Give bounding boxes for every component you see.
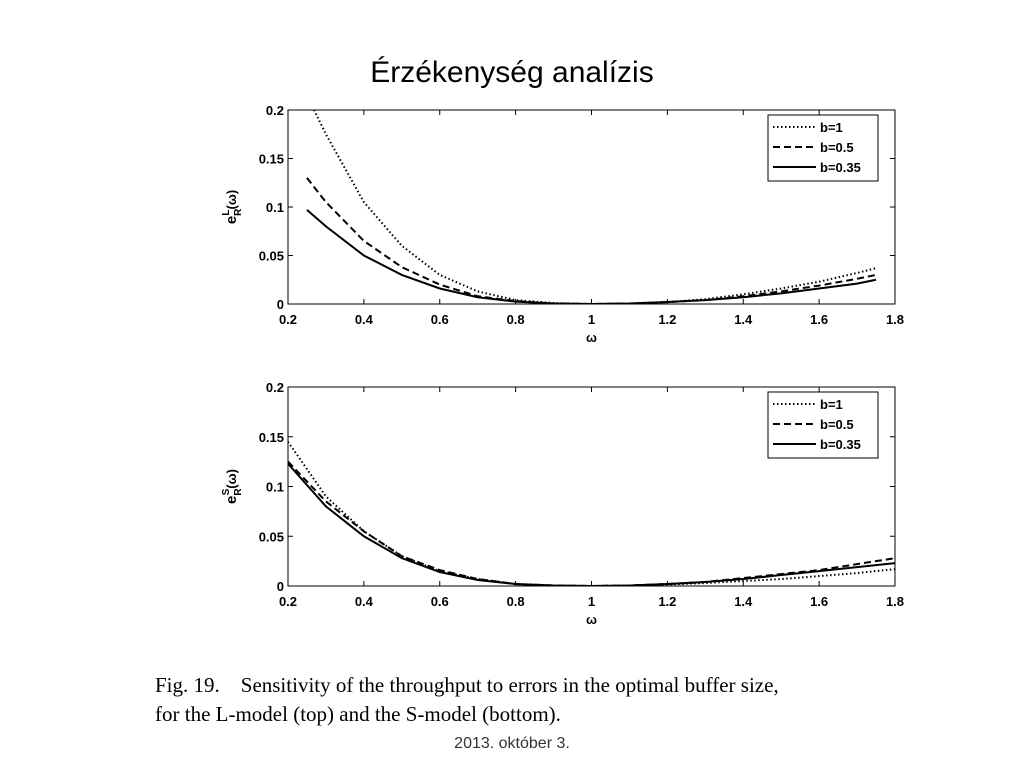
data-line bbox=[288, 460, 895, 586]
y-tick-label: 0.1 bbox=[266, 480, 284, 495]
legend-label: b=1 bbox=[820, 120, 843, 135]
legend-label: b=0.35 bbox=[820, 160, 861, 175]
x-tick-label: 1.8 bbox=[886, 312, 904, 327]
x-tick-label: 0.4 bbox=[355, 594, 374, 609]
x-tick-label: 1.6 bbox=[810, 594, 828, 609]
x-tick-label: 0.2 bbox=[279, 594, 297, 609]
y-axis-label-sub: R bbox=[233, 208, 244, 216]
y-tick-label: 0 bbox=[277, 297, 284, 312]
y-tick-label: 0.2 bbox=[266, 380, 284, 395]
x-tick-label: 1 bbox=[588, 312, 595, 327]
y-tick-label: 0.15 bbox=[259, 430, 284, 445]
y-axis-label-sup: S bbox=[221, 488, 232, 495]
y-axis-label-sup: L bbox=[221, 209, 232, 215]
data-line bbox=[306, 177, 877, 304]
y-axis-label-base: e bbox=[223, 496, 240, 504]
x-tick-label: 1.8 bbox=[886, 594, 904, 609]
footer: 2013. október 3. bbox=[454, 735, 570, 752]
data-line bbox=[306, 209, 877, 304]
y-tick-label: 0.2 bbox=[266, 103, 284, 118]
plot-lines bbox=[306, 110, 877, 304]
caption-line: Fig. 19. Sensitivity of the throughput t… bbox=[155, 673, 779, 697]
y-axis-label-base: e bbox=[223, 216, 240, 224]
slide-title: Érzékenység analízis bbox=[370, 56, 653, 89]
x-tick-label: 1.6 bbox=[810, 312, 828, 327]
x-axis-label: ω bbox=[586, 330, 597, 345]
data-line bbox=[288, 441, 895, 586]
x-tick-label: 0.6 bbox=[431, 594, 449, 609]
x-tick-label: 0.8 bbox=[507, 312, 525, 327]
legend-label: b=0.5 bbox=[820, 140, 854, 155]
data-line bbox=[288, 462, 895, 586]
x-tick-label: 1.2 bbox=[658, 594, 676, 609]
x-tick-label: 1.2 bbox=[658, 312, 676, 327]
x-axis-label: ω bbox=[586, 612, 597, 627]
legend-label: b=0.5 bbox=[820, 417, 854, 432]
legend-label: b=0.35 bbox=[820, 437, 861, 452]
x-tick-label: 1.4 bbox=[734, 312, 753, 327]
y-tick-label: 0.1 bbox=[266, 200, 284, 215]
caption-line: for the L-model (top) and the S-model (b… bbox=[155, 702, 561, 726]
x-tick-label: 1.4 bbox=[734, 594, 753, 609]
y-axis-label-arg: (ω) bbox=[224, 190, 239, 210]
x-tick-label: 0.6 bbox=[431, 312, 449, 327]
x-tick-label: 0.8 bbox=[507, 594, 525, 609]
legend-label: b=1 bbox=[820, 397, 843, 412]
y-axis-label-arg: (ω) bbox=[224, 469, 239, 489]
plot-lines bbox=[288, 441, 895, 586]
y-axis-label: eRL(ω) bbox=[221, 190, 244, 224]
x-tick-label: 1 bbox=[588, 594, 595, 609]
caption-background bbox=[150, 664, 970, 732]
y-axis-label-sub: R bbox=[233, 488, 244, 496]
x-tick-label: 0.2 bbox=[279, 312, 297, 327]
y-tick-label: 0 bbox=[277, 579, 284, 594]
y-tick-label: 0.05 bbox=[259, 249, 284, 264]
y-tick-label: 0.05 bbox=[259, 529, 284, 544]
x-tick-label: 0.4 bbox=[355, 312, 374, 327]
y-axis-label: eRS(ω) bbox=[221, 469, 244, 504]
y-tick-label: 0.15 bbox=[259, 152, 284, 167]
